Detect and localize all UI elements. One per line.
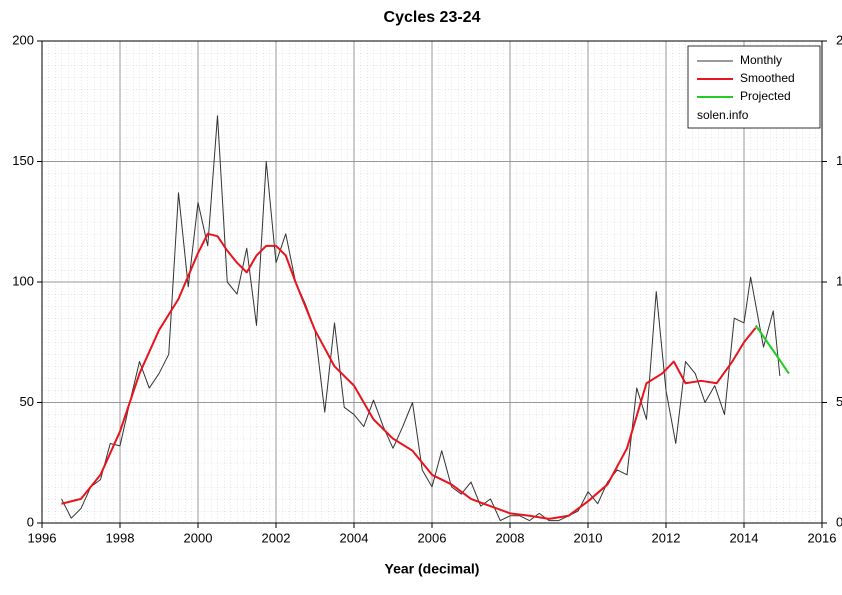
series-line — [61, 115, 781, 522]
y-tick-label: 150 — [12, 153, 34, 168]
series-line — [754, 324, 790, 375]
x-axis-label: Year (decimal) — [385, 561, 480, 577]
x-tick-label: 1996 — [28, 530, 57, 545]
x-tick-label: 2010 — [574, 530, 603, 545]
series-line — [61, 232, 757, 520]
x-tick-label: 2006 — [418, 530, 447, 545]
y-tick-label: 0 — [27, 514, 34, 529]
x-tick-label: 2002 — [262, 530, 291, 545]
y-tick-label: 100 — [12, 273, 34, 288]
x-tick-label: 2016 — [808, 530, 837, 545]
x-tick-label: 1998 — [106, 530, 135, 545]
legend: solen.info Monthly Smoothed Projected — [687, 45, 821, 129]
y2-tick-label: 50 — [836, 394, 842, 409]
y-tick-label: 200 — [12, 32, 34, 47]
annotation: solen.info — [697, 108, 749, 122]
chart-title: Cycles 23-24 — [384, 9, 481, 26]
x-tick-label: 2008 — [496, 530, 525, 545]
y2-tick-label: 100 — [836, 273, 842, 288]
legend-box — [687, 45, 821, 129]
y-tick-label: 50 — [20, 394, 34, 409]
x-tick-label: 2014 — [730, 530, 759, 545]
x-tick-label: 2012 — [652, 530, 681, 545]
axes: 1996 1998 2000 2002 2004 2006 2008 2010 2012 2014… — [12, 32, 842, 545]
x-tick-label: 2004 — [340, 530, 369, 545]
plot — [61, 115, 790, 522]
y2-tick-label: 150 — [836, 153, 842, 168]
y2-tick-label: 0 — [836, 514, 842, 529]
legend-label: Monthly — [740, 53, 782, 67]
x-tick-label: 2000 — [184, 530, 213, 545]
y2-tick-label: 200 — [836, 32, 842, 47]
legend-label: Projected — [740, 89, 791, 103]
legend-label: Smoothed — [740, 71, 795, 85]
